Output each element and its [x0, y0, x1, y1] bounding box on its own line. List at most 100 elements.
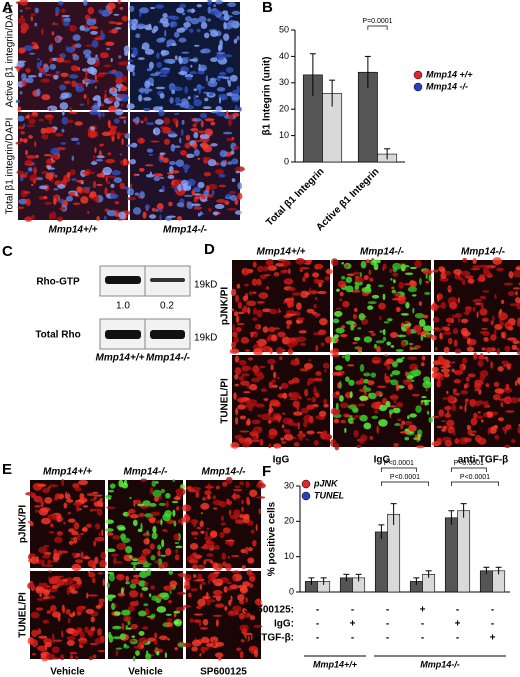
micrograph-texture: [507, 337, 517, 341]
x-tick-label: Total β1 Integrin: [264, 166, 326, 228]
micrograph-texture: [185, 578, 191, 581]
micrograph-texture: [312, 377, 323, 382]
micrograph-texture: [313, 278, 320, 284]
micrograph-texture: [17, 106, 22, 113]
micrograph-texture: [252, 426, 263, 434]
micrograph-texture: [57, 613, 61, 622]
micrograph-texture: [505, 424, 512, 430]
micrograph-texture: [505, 410, 515, 413]
micrograph-texture: [59, 54, 63, 57]
micrograph-texture: [514, 380, 518, 387]
micrograph-texture: [484, 356, 488, 360]
micrograph-texture: [209, 530, 218, 538]
micrograph-texture: [244, 349, 251, 352]
micrograph-texture: [30, 183, 34, 186]
micrograph-texture: [94, 638, 103, 644]
micrograph-texture: [404, 436, 410, 441]
micrograph-texture: [109, 125, 118, 130]
micrograph-texture: [56, 133, 60, 137]
micrograph-texture: [48, 44, 53, 53]
micrograph-texture: [318, 329, 327, 335]
micrograph-texture: [241, 372, 250, 377]
micrograph-texture: [118, 479, 124, 488]
micrograph-texture: [16, 170, 24, 175]
micrograph-texture: [61, 116, 69, 125]
micrograph-texture: [306, 430, 315, 435]
micrograph-texture: [269, 399, 280, 406]
micrograph-texture: [168, 161, 177, 166]
micrograph-texture: [42, 554, 51, 559]
micrograph-texture: [19, 0, 29, 6]
micrograph-texture: [178, 55, 182, 63]
treatment-label: Vehicle: [128, 667, 163, 677]
y-tick-label: 30: [284, 480, 294, 490]
micrograph-texture: [251, 366, 261, 373]
micrograph-texture: [252, 291, 257, 294]
micrograph-texture: [512, 270, 520, 278]
micrograph-texture: [139, 570, 148, 579]
micrograph-texture: [401, 322, 405, 328]
micrograph-texture: [173, 610, 181, 614]
micrograph-texture: [280, 382, 289, 389]
column-label: Mmp14-/-: [202, 467, 247, 478]
micrograph-texture: [233, 145, 240, 150]
micrograph-texture: [497, 417, 504, 422]
micrograph-texture: [71, 629, 79, 637]
micrograph-texture: [31, 653, 36, 656]
micrograph-texture: [121, 138, 124, 145]
micrograph-texture: [207, 6, 212, 14]
micrograph-texture: [316, 431, 323, 434]
micrograph-texture: [70, 65, 79, 72]
micrograph-texture: [111, 553, 119, 557]
micrograph-texture: [248, 406, 253, 411]
micrograph-texture: [90, 616, 95, 623]
micrograph-texture: [146, 615, 155, 618]
micrograph-texture: [133, 173, 138, 177]
micrograph-texture: [360, 434, 368, 442]
micrograph-texture: [184, 142, 191, 149]
micrograph-texture: [198, 619, 202, 627]
micrograph-texture: [186, 153, 195, 159]
micrograph-texture: [16, 60, 27, 63]
micrograph-texture: [77, 533, 81, 541]
micrograph-texture: [173, 112, 180, 116]
micrograph-texture: [72, 54, 80, 61]
micrograph-texture: [151, 595, 159, 601]
micrograph-texture: [103, 64, 112, 68]
y-tick-label: 40: [279, 51, 289, 61]
micrograph-texture: [238, 106, 242, 112]
micrograph-texture: [375, 390, 383, 397]
micrograph-texture: [290, 391, 300, 398]
micrograph-texture: [53, 552, 60, 561]
micrograph-texture: [89, 109, 98, 115]
micrograph-texture: [497, 366, 504, 372]
micrograph-texture: [436, 425, 443, 429]
micrograph-texture: [199, 653, 202, 657]
micrograph-texture: [123, 614, 132, 623]
micrograph-texture: [516, 322, 520, 327]
micrograph-texture: [367, 301, 377, 305]
micrograph-texture: [227, 555, 231, 559]
micrograph-texture: [166, 618, 173, 622]
micrograph-texture: [131, 558, 139, 562]
micrograph-texture: [146, 122, 155, 126]
treatment-mark: +: [490, 633, 496, 644]
micrograph-texture: [486, 264, 497, 269]
micrograph-texture: [101, 103, 104, 107]
micrograph-texture: [140, 644, 144, 649]
micrograph-texture: [96, 173, 105, 178]
micrograph-texture: [115, 22, 123, 25]
micrograph-texture: [509, 397, 520, 404]
micrograph-texture: [99, 559, 107, 568]
micrograph-texture: [252, 539, 257, 547]
micrograph-texture: [193, 94, 196, 101]
micrograph-texture: [231, 136, 235, 140]
micrograph-texture: [492, 257, 502, 265]
band: [150, 330, 185, 339]
micrograph-texture: [341, 325, 346, 329]
micrograph-texture: [472, 430, 477, 433]
micrograph-texture: [109, 193, 119, 199]
micrograph-texture: [61, 128, 65, 133]
micrograph-texture: [34, 140, 37, 148]
micrograph-texture: [70, 590, 78, 594]
